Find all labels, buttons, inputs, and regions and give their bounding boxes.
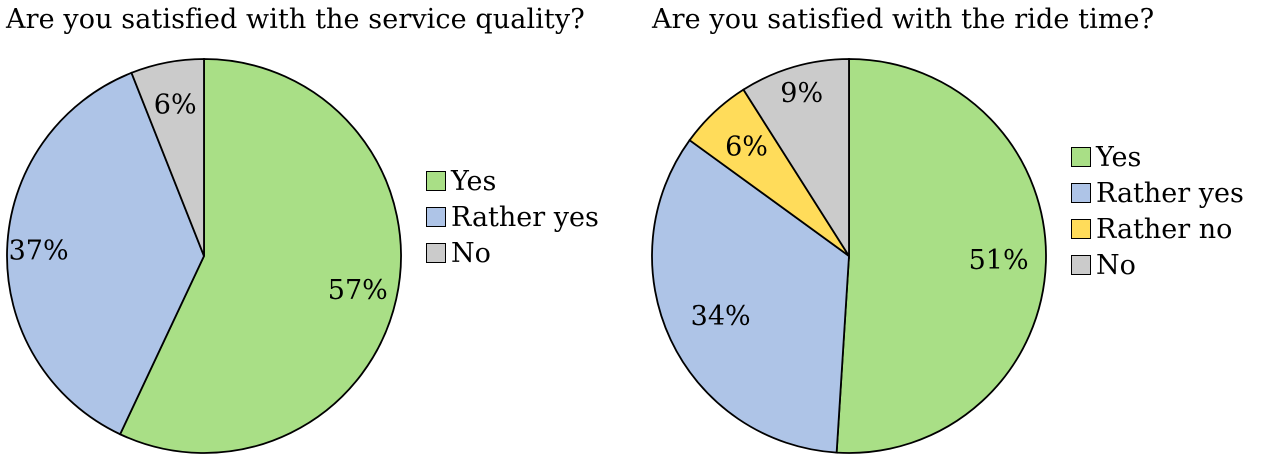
legend-swatch	[426, 207, 446, 227]
legend-swatch	[1071, 255, 1091, 275]
legend-label: Rather no	[1096, 214, 1232, 245]
legend-swatch	[1071, 183, 1091, 203]
legend-swatch	[1071, 147, 1091, 167]
slice-label-no: 6%	[154, 90, 197, 121]
legend-label: Rather yes	[451, 202, 599, 233]
legend-item-no: No	[426, 235, 599, 271]
slice-label-yes: 51%	[969, 245, 1029, 276]
legend-label: Rather yes	[1096, 178, 1244, 209]
slice-label-rather-no: 6%	[725, 131, 768, 162]
legend-item-no: No	[1071, 247, 1244, 283]
legend-label: Yes	[451, 166, 496, 197]
slice-label-rather-yes: 37%	[9, 235, 69, 266]
legend-item-rather-yes: Rather yes	[1071, 175, 1244, 211]
legend-label: No	[1096, 250, 1136, 281]
pie-chart-ride-time: Are you satisfied with the ride time? 51…	[640, 0, 1268, 454]
legend-label: Yes	[1096, 142, 1141, 173]
legend-swatch	[426, 243, 446, 263]
legend-label: No	[451, 238, 491, 269]
legend-swatch	[426, 171, 446, 191]
slice-label-yes: 57%	[328, 275, 388, 306]
pie-chart-service-quality: Are you satisfied with the service quali…	[0, 0, 640, 454]
legend: Yes Rather yes Rather no No	[1071, 139, 1244, 283]
legend: Yes Rather yes No	[426, 163, 599, 271]
legend-item-rather-no: Rather no	[1071, 211, 1244, 247]
slice-label-rather-yes: 34%	[691, 301, 751, 332]
legend-item-rather-yes: Rather yes	[426, 199, 599, 235]
legend-swatch	[1071, 219, 1091, 239]
legend-item-yes: Yes	[426, 163, 599, 199]
legend-item-yes: Yes	[1071, 139, 1244, 175]
slice-label-no: 9%	[780, 78, 823, 109]
